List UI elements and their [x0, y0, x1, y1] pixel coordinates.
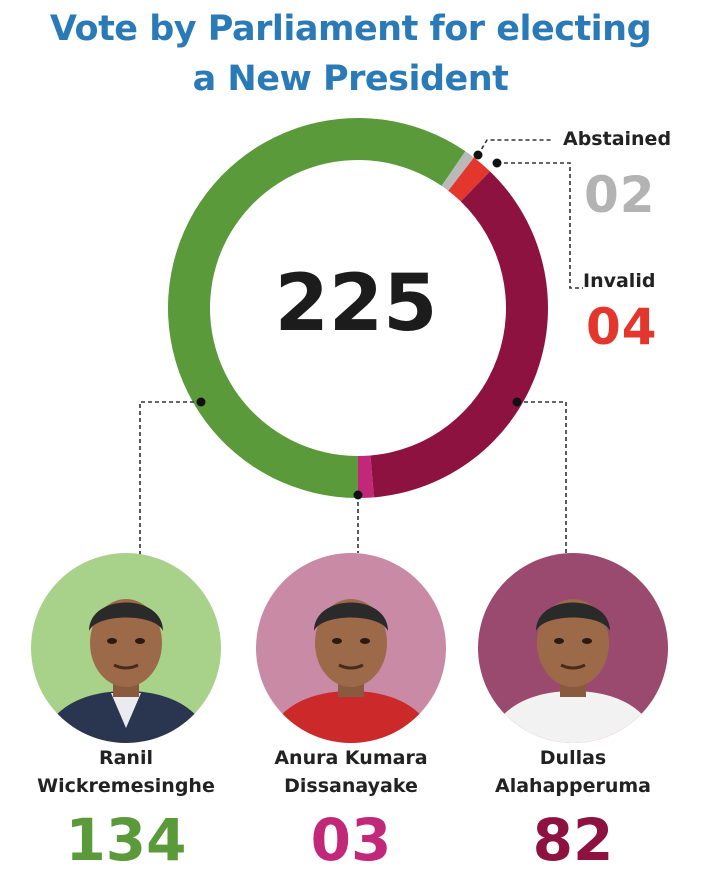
candidate-photo-anura [256, 553, 446, 743]
invalid-label: Invalid [583, 270, 656, 292]
donut-segment-dullas-alahapperuma [370, 171, 548, 498]
abstained-label: Abstained [563, 128, 672, 150]
anchor-dot-invalid [492, 158, 502, 168]
name-line-2: Dissanayake [284, 775, 418, 797]
donut-segment-abstained [441, 151, 474, 191]
candidate-photo-dullas [478, 553, 668, 743]
name-line-1: Ranil [98, 747, 153, 769]
title-line-1: Vote by Parliament for electing [49, 9, 652, 49]
candidate-votes-anura: 03 [310, 806, 392, 874]
leader-line-invalid [497, 162, 583, 289]
name-line-1: Dullas [539, 747, 607, 769]
anchor-dot-anura [353, 490, 363, 500]
donut-segment-ranil-wickremesinghe [168, 118, 466, 498]
name-line-2: Alahapperuma [495, 775, 651, 797]
donut-segments [168, 118, 548, 498]
leader-line-dullas [517, 401, 567, 555]
candidate-name-dullas: Dullas Alahapperuma [463, 744, 683, 800]
title-line-2: a New President [192, 59, 509, 99]
leader-line-ranil [139, 401, 201, 555]
candidate-photo-ranil [31, 553, 221, 743]
total-votes: 225 [275, 259, 438, 349]
anchor-dot-ranil [196, 397, 206, 407]
name-line-2: Wickremesinghe [37, 775, 215, 797]
donut-segment-invalid [448, 157, 490, 202]
abstained-value: 02 [584, 166, 656, 224]
name-line-1: Anura Kumara [274, 747, 428, 769]
invalid-value: 04 [586, 298, 658, 356]
anchor-dot-abstained [473, 150, 483, 160]
candidate-votes-dullas: 82 [532, 806, 614, 874]
candidate-name-anura: Anura Kumara Dissanayake [241, 744, 461, 800]
donut-segment-anura-kumara-dissanayake [358, 455, 374, 498]
leader-lines [139, 139, 583, 555]
leader-line-abstained [477, 139, 552, 156]
chart-title: Vote by Parliament for electing a New Pr… [0, 4, 701, 104]
candidate-name-ranil: Ranil Wickremesinghe [16, 744, 236, 800]
candidate-votes-ranil: 134 [65, 806, 187, 874]
anchor-dot-dullas [512, 397, 522, 407]
